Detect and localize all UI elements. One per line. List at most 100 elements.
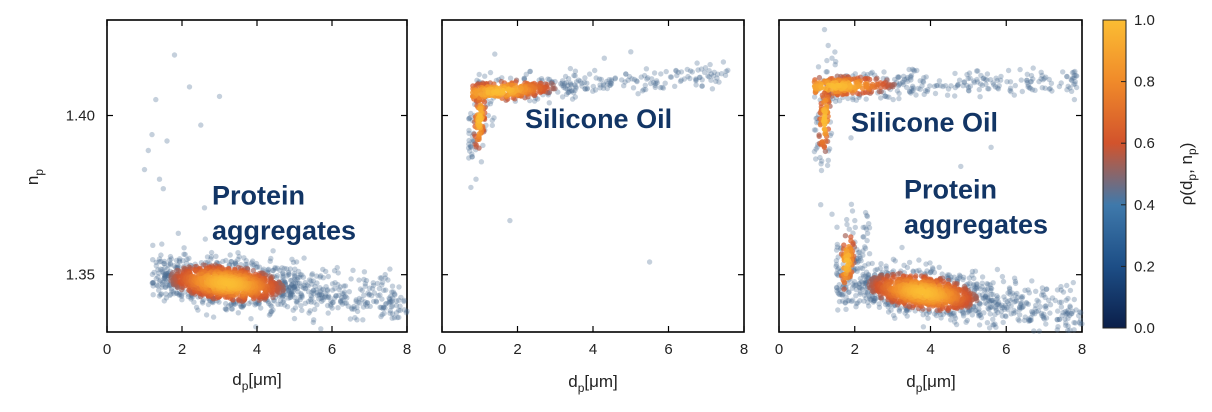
- scatter-point: [326, 294, 332, 301]
- annotation-text: Protein aggregates: [212, 181, 356, 246]
- scatter-point: [253, 260, 260, 267]
- scatter-point: [990, 280, 996, 286]
- scatter-point: [314, 280, 320, 286]
- scatter-point: [208, 256, 214, 262]
- scatter-point: [1022, 287, 1028, 293]
- scatter-point: [840, 83, 846, 89]
- scatter-point: [854, 266, 861, 272]
- scatter-point: [220, 258, 226, 265]
- scatter-point: [341, 283, 347, 289]
- scatter-point: [1033, 302, 1039, 309]
- scatter-point: [269, 303, 275, 310]
- scatter-point: [398, 294, 404, 301]
- scatter-point: [1065, 323, 1071, 329]
- scatter-point: [852, 266, 858, 272]
- scatter-point: [267, 302, 274, 308]
- scatter-point: [521, 75, 528, 81]
- annotation-layer: Silicone Oil Protein aggregates: [851, 107, 1048, 239]
- tick-layer: 0 2 4 6 8: [438, 20, 748, 358]
- scatter-point: [988, 304, 994, 310]
- scatter-point: [633, 78, 640, 84]
- scatter-point: [1037, 304, 1044, 310]
- scatter-point: [863, 295, 869, 301]
- scatter-point: [306, 277, 313, 283]
- scatter-point: [931, 269, 938, 276]
- scatter-point: [876, 304, 883, 310]
- scatter-point: [904, 308, 910, 314]
- scatter-point: [1032, 311, 1038, 317]
- scatter-point: [1023, 299, 1029, 306]
- scatter-point: [281, 265, 288, 272]
- scatter-point: [302, 300, 308, 306]
- scatter-point: [1042, 294, 1048, 301]
- scatter-point: [952, 84, 958, 91]
- scatter-point: [948, 317, 954, 323]
- scatter-point: [694, 60, 700, 66]
- scatter-point: [836, 282, 842, 288]
- scatter-point: [349, 306, 355, 312]
- x-tick-label: 0: [103, 341, 111, 358]
- scatter-point: [895, 271, 901, 277]
- scatter-point: [562, 80, 568, 87]
- scatter-point: [954, 83, 961, 89]
- scatter-point: [992, 304, 999, 310]
- scatter-point: [353, 298, 359, 304]
- scatter-point: [354, 304, 360, 311]
- scatter-point: [1064, 87, 1070, 93]
- scatter-point: [987, 77, 994, 83]
- scatter-point: [1025, 84, 1031, 90]
- scatter-point: [1039, 312, 1045, 319]
- scatter-point: [191, 299, 197, 305]
- scatter-point: [606, 77, 612, 83]
- scatter-point: [466, 130, 472, 136]
- scatter-point: [163, 284, 169, 290]
- scatter-point: [1006, 301, 1012, 307]
- scatter-point: [167, 262, 174, 268]
- scatter-point: [864, 213, 871, 220]
- scatter-point: [969, 312, 975, 318]
- scatter-point: [815, 64, 822, 70]
- scatter-point: [310, 319, 316, 326]
- scatter-point: [1030, 76, 1036, 82]
- scatter-point: [1002, 297, 1008, 303]
- scatter-point: [985, 281, 991, 288]
- scatter-point: [391, 315, 398, 321]
- scatter-point: [280, 271, 286, 277]
- scatter-point: [321, 294, 328, 301]
- scatter-point: [397, 303, 403, 309]
- scatter-point: [227, 252, 233, 258]
- scatter-point: [977, 301, 983, 308]
- scatter-point: [392, 292, 398, 298]
- scatter-point: [716, 79, 722, 85]
- scatter-point: [342, 300, 348, 306]
- scatter-point: [910, 87, 916, 94]
- scatter-point: [1040, 315, 1047, 321]
- scatter-point: [168, 291, 174, 297]
- scatter-point: [850, 94, 856, 101]
- scatter-point: [850, 281, 856, 287]
- scatter-point: [149, 271, 156, 278]
- scatter-point: [937, 83, 944, 89]
- scatter-point: [381, 304, 387, 310]
- scatter-point: [977, 286, 983, 292]
- scatter-point: [897, 81, 903, 87]
- scatter-point: [900, 79, 906, 86]
- scatter-point: [999, 273, 1006, 280]
- annotation-line: Protein: [212, 181, 305, 211]
- scatter-point: [310, 287, 317, 293]
- scatter-point: [848, 234, 854, 240]
- scatter-point: [992, 84, 999, 90]
- scatter-point: [573, 85, 579, 91]
- scatter-point: [826, 146, 833, 152]
- scatter-point: [163, 276, 169, 282]
- scatter-point: [572, 82, 578, 88]
- scatter-point: [381, 287, 387, 293]
- scatter-point: [708, 77, 714, 83]
- scatter-point: [176, 292, 182, 298]
- scatter-point: [920, 289, 926, 295]
- scatter-point: [867, 76, 873, 83]
- scatter-point: [864, 237, 870, 244]
- x-tick-label: 8: [740, 341, 748, 358]
- scatter-point: [871, 297, 877, 304]
- scatter-point: [296, 280, 303, 286]
